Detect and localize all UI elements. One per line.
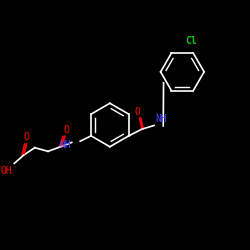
Text: OH: OH <box>0 166 12 176</box>
Text: Cl: Cl <box>185 36 196 46</box>
Text: NH: NH <box>155 114 167 124</box>
Text: O: O <box>23 132 29 142</box>
Text: NH: NH <box>59 140 71 150</box>
Text: O: O <box>63 125 69 135</box>
Text: O: O <box>134 107 140 117</box>
